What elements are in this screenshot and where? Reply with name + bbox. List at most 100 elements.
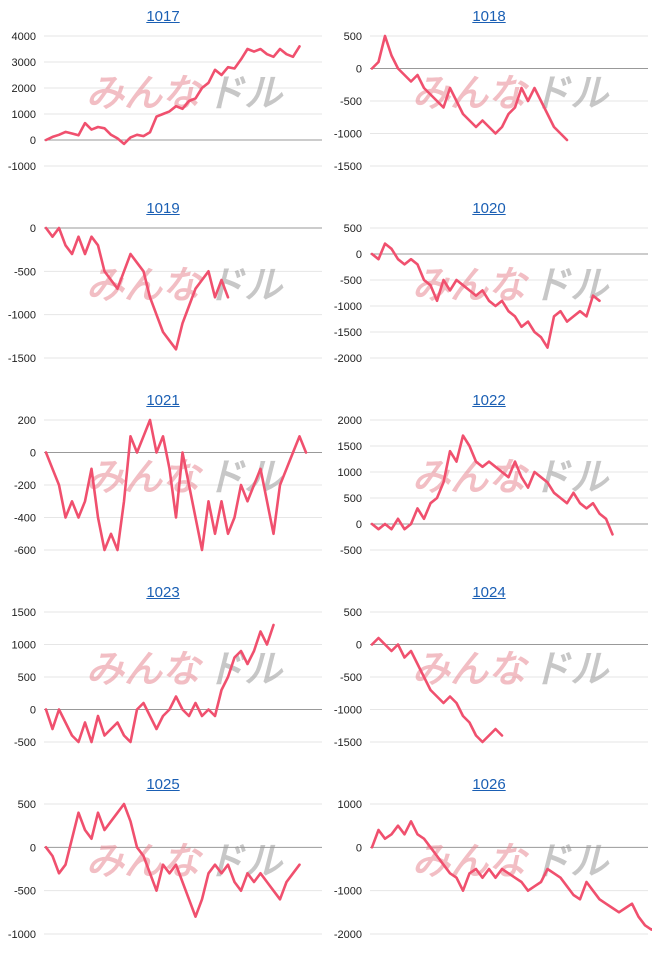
series-line	[44, 226, 230, 351]
y-tick-label: -1500	[8, 353, 36, 365]
watermark-left-text: みんな	[412, 457, 530, 499]
y-tick-label: 0	[356, 249, 362, 261]
y-tick-label: 0	[30, 223, 36, 235]
y-tick-label: -500	[340, 275, 362, 287]
y-tick-label: 500	[344, 607, 362, 619]
y-tick-label: 1500	[12, 607, 36, 619]
y-tick-label: -600	[14, 545, 36, 557]
y-tick-label: -1000	[8, 310, 36, 322]
y-tick-label: -1000	[8, 929, 36, 941]
y-tick-label: 0	[356, 64, 362, 76]
chart-panel-1022: 1022 2000 1500 1000 500 0 -500 みんな ドル	[326, 384, 652, 576]
chart-title-link[interactable]: 1022	[472, 392, 506, 409]
y-tick-label: 0	[30, 705, 36, 717]
y-tick-label: 0	[356, 842, 362, 854]
line-chart: 2000 1500 1000 500 0 -500 みんな ドル	[338, 415, 648, 557]
chart-title-link[interactable]: 1019	[146, 200, 180, 217]
watermark-right-text: ドル	[532, 457, 610, 499]
y-tick-label: -400	[14, 513, 36, 525]
watermark-logo: みんな ドル	[412, 457, 610, 499]
series-line	[370, 434, 614, 536]
series-line	[370, 242, 601, 349]
y-tick-label: 500	[344, 223, 362, 235]
chart-panel-1020: 1020 500 0 -500 -1000 -1500 -2000 みんな ドル	[326, 192, 652, 384]
chart-panel-1021: 1021 200 0 -200 -400 -600 みんな ドル	[0, 384, 326, 576]
y-tick-label: 0	[30, 448, 36, 460]
chart-panel-1026: 1026 1000 0 -1000 -2000 みんな ドル	[326, 768, 652, 960]
series-line	[44, 45, 301, 146]
watermark-logo: みんな ドル	[86, 649, 284, 691]
y-tick-label: 1500	[338, 441, 362, 453]
chart-title-link[interactable]: 1021	[146, 392, 180, 409]
y-tick-label: 1000	[338, 799, 362, 811]
line-chart: 500 0 -500 -1000 みんな ドル	[8, 799, 322, 941]
y-tick-label: -1000	[334, 129, 362, 141]
y-tick-label: -500	[340, 96, 362, 108]
watermark-logo: みんな ドル	[86, 265, 284, 307]
y-tick-label: -1500	[334, 327, 362, 339]
y-tick-label: -2000	[334, 929, 362, 941]
y-tick-label: 500	[344, 31, 362, 43]
chart-title-link[interactable]: 1024	[472, 584, 506, 601]
y-tick-label: 500	[18, 799, 36, 811]
y-tick-label: -1000	[334, 301, 362, 313]
chart-panel-1024: 1024 500 0 -500 -1000 -1500 みんな ドル	[326, 576, 652, 768]
series-line	[370, 34, 569, 142]
chart-title-link[interactable]: 1025	[146, 776, 180, 793]
y-tick-label: -500	[340, 672, 362, 684]
y-tick-label: -1000	[334, 886, 362, 898]
watermark-logo: みんな ドル	[412, 265, 610, 307]
line-chart: 500 0 -500 -1000 -1500 -2000 みんな ドル	[334, 223, 648, 365]
y-tick-label: 500	[18, 672, 36, 684]
chart-title-link[interactable]: 1020	[472, 200, 506, 217]
watermark-logo: みんな ドル	[412, 649, 610, 691]
chart-panel-1023: 1023 1500 1000 500 0 -500 みんな ドル	[0, 576, 326, 768]
series-line	[44, 418, 308, 552]
watermark-right-text: ドル	[206, 841, 284, 883]
y-tick-label: -1500	[334, 161, 362, 173]
watermark-left-text: みんな	[412, 649, 530, 691]
y-tick-label: -200	[14, 480, 36, 492]
y-tick-label: -1000	[8, 161, 36, 173]
line-chart: 500 0 -500 -1000 -1500 みんな ドル	[334, 607, 648, 749]
y-tick-label: 2000	[338, 415, 362, 427]
chart-title-link[interactable]: 1018	[472, 8, 506, 25]
line-chart: 0 -500 -1000 -1500 みんな ドル	[8, 223, 322, 365]
y-tick-label: 2000	[12, 83, 36, 95]
y-tick-label: 1000	[12, 109, 36, 121]
y-tick-label: 3000	[12, 57, 36, 69]
watermark-logo: みんな ドル	[86, 841, 284, 883]
chart-title-link[interactable]: 1023	[146, 584, 180, 601]
watermark-left-text: みんな	[86, 73, 204, 115]
series-line	[370, 819, 652, 931]
y-tick-label: 0	[356, 519, 362, 531]
chart-title-link[interactable]: 1026	[472, 776, 506, 793]
y-tick-label: -500	[14, 886, 36, 898]
y-tick-label: -2000	[334, 353, 362, 365]
y-tick-label: 0	[30, 842, 36, 854]
series-line	[44, 802, 301, 918]
y-tick-label: 1000	[338, 467, 362, 479]
y-tick-label: 200	[18, 415, 36, 427]
watermark-right-text: ドル	[532, 649, 610, 691]
watermark-logo: みんな ドル	[86, 73, 284, 115]
y-tick-label: 4000	[12, 31, 36, 43]
watermark-right-text: ドル	[206, 265, 284, 307]
chart-panel-1025: 1025 500 0 -500 -1000 みんな ドル	[0, 768, 326, 960]
y-tick-label: -1000	[334, 705, 362, 717]
watermark-right-text: ドル	[206, 649, 284, 691]
series-line	[370, 636, 504, 744]
line-chart: 4000 3000 2000 1000 0 -1000 みんな ドル	[8, 31, 322, 173]
y-tick-label: 0	[356, 640, 362, 652]
chart-title-link[interactable]: 1017	[146, 8, 180, 25]
watermark-logo: みんな ドル	[412, 73, 610, 115]
y-tick-label: -500	[14, 266, 36, 278]
chart-panel-1017: 1017 4000 3000 2000 1000 0 -1000 みんな ドル	[0, 0, 326, 192]
watermark-left-text: みんな	[86, 649, 204, 691]
series-line	[44, 623, 275, 744]
line-chart: 500 0 -500 -1000 -1500 みんな ドル	[334, 31, 648, 173]
y-tick-label: 0	[30, 135, 36, 147]
